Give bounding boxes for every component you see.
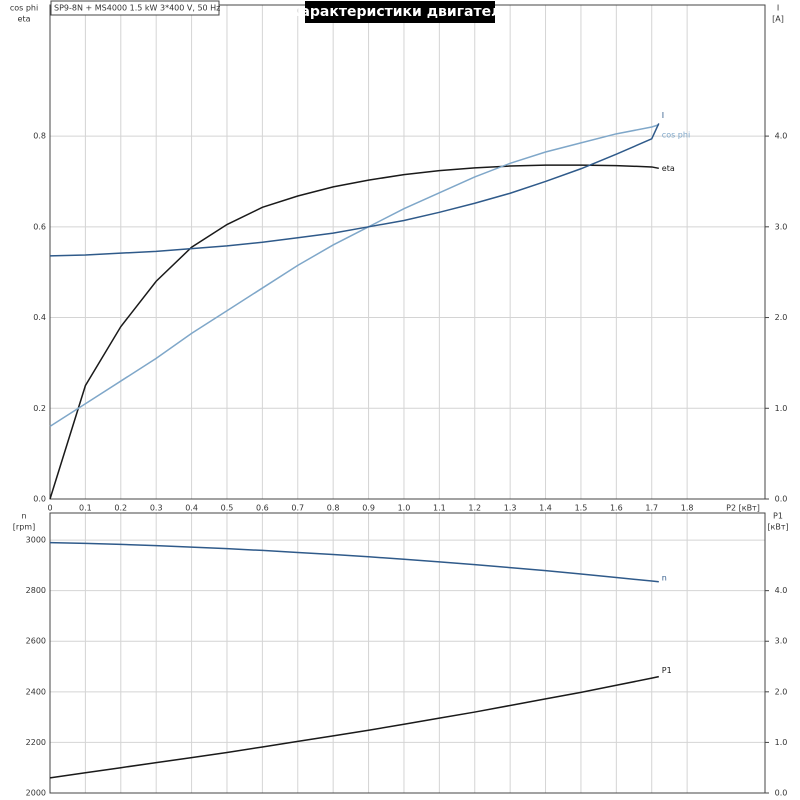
x-tick-label: 1.0 — [398, 504, 411, 513]
series-line — [49, 541, 659, 583]
x-tick-label: 0.6 — [256, 504, 269, 513]
y-axis-label: cos phi — [10, 4, 38, 13]
x-tick-label: 1.2 — [468, 504, 481, 513]
y2-tick-label: 2.0 — [775, 687, 788, 696]
x-tick-label: 0.1 — [79, 504, 92, 513]
x-tick-label: 1.6 — [610, 504, 623, 513]
x-tick-label: 0.4 — [185, 504, 198, 513]
x-tick-label: 1.7 — [645, 504, 658, 513]
y-tick-label: 3000 — [26, 536, 46, 545]
x-tick-label: 1.4 — [539, 504, 552, 513]
plot-frame — [49, 512, 766, 794]
y2-axis-label: [кВт] — [767, 523, 788, 532]
series-line — [49, 164, 659, 500]
series-label: eta — [662, 164, 675, 173]
series-label: I — [662, 111, 664, 120]
series-label: n — [662, 573, 667, 582]
y-tick-label: 0.0 — [33, 495, 46, 504]
y-tick-label: 2000 — [26, 789, 46, 798]
y2-axis-label: I — [777, 4, 779, 13]
y-tick-label: 2600 — [26, 637, 46, 646]
x-tick-label: 1.1 — [433, 504, 446, 513]
y2-axis-label: [A] — [772, 15, 784, 24]
series-label: cos phi — [662, 130, 690, 139]
y-tick-label: 0.2 — [33, 404, 46, 413]
y-axis-label: n — [21, 512, 26, 521]
y2-tick-label: 0.0 — [775, 495, 788, 504]
y2-tick-label: 1.0 — [775, 404, 788, 413]
x-axis-label: P2 [кВт] — [726, 504, 760, 513]
y-tick-label: 2400 — [26, 687, 46, 696]
x-tick-label: 0 — [47, 504, 52, 513]
subtitle: SP9-8N + MS4000 1.5 kW 3*400 V, 50 Hz — [54, 4, 220, 13]
y2-tick-label: 2.0 — [775, 313, 788, 322]
series-line — [49, 675, 659, 779]
x-tick-label: 0.3 — [150, 504, 163, 513]
y-axis-label: [rpm] — [13, 523, 35, 532]
y2-axis-label: P1 — [773, 512, 783, 521]
y2-tick-label: 3.0 — [775, 222, 788, 231]
x-tick-label: 0.8 — [327, 504, 340, 513]
y2-tick-label: 4.0 — [775, 586, 788, 595]
x-tick-label: 1.8 — [681, 504, 694, 513]
x-tick-label: 1.3 — [504, 504, 517, 513]
y2-tick-label: 3.0 — [775, 637, 788, 646]
y-tick-label: 0.8 — [33, 132, 46, 141]
title: Характеристики двигателя — [290, 4, 511, 20]
subtitle-box — [50, 0, 220, 16]
x-tick-label: 0.9 — [362, 504, 375, 513]
series-line — [49, 124, 660, 428]
y-axis-label: eta — [18, 15, 31, 24]
y2-tick-label: 1.0 — [775, 738, 788, 747]
y-tick-label: 2800 — [26, 586, 46, 595]
y2-tick-label: 4.0 — [775, 132, 788, 141]
series-line — [49, 123, 660, 257]
x-tick-label: 1.5 — [575, 504, 588, 513]
title-box — [305, 1, 495, 23]
y-tick-label: 0.6 — [33, 222, 46, 231]
x-tick-label: 0.5 — [221, 504, 234, 513]
x-tick-label: 0.2 — [114, 504, 127, 513]
y-tick-label: 0.4 — [33, 313, 46, 322]
plot-frame — [49, 4, 766, 500]
y2-tick-label: 0.0 — [775, 789, 788, 798]
x-tick-label: 0.7 — [291, 504, 304, 513]
series-label: P1 — [662, 666, 672, 675]
y-tick-label: 2200 — [26, 738, 46, 747]
